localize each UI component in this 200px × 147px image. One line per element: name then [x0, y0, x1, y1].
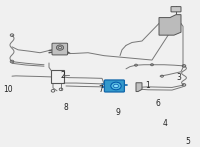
- FancyBboxPatch shape: [104, 80, 124, 92]
- Text: 4: 4: [163, 119, 167, 128]
- Polygon shape: [159, 15, 181, 35]
- Text: 2: 2: [61, 71, 65, 80]
- Circle shape: [58, 46, 62, 49]
- Circle shape: [56, 45, 64, 50]
- Text: 7: 7: [99, 85, 103, 94]
- Polygon shape: [136, 83, 142, 92]
- Text: 10: 10: [3, 85, 13, 94]
- Text: 9: 9: [116, 108, 120, 117]
- Circle shape: [114, 84, 118, 88]
- Text: 8: 8: [64, 103, 68, 112]
- Text: 3: 3: [177, 73, 181, 82]
- FancyBboxPatch shape: [171, 7, 181, 12]
- Circle shape: [111, 82, 121, 90]
- Text: 1: 1: [146, 81, 150, 90]
- Text: 5: 5: [186, 137, 190, 146]
- Bar: [51, 70, 64, 83]
- FancyBboxPatch shape: [52, 43, 68, 55]
- Text: 6: 6: [156, 100, 160, 108]
